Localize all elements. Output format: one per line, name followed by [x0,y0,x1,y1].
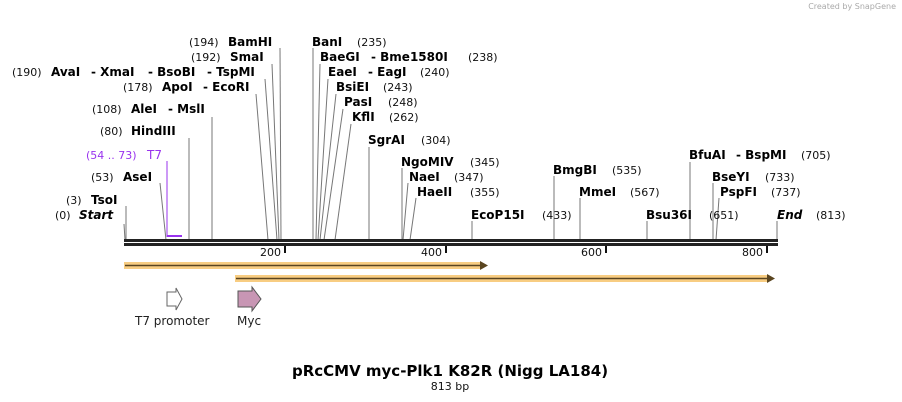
site-position: (304) [421,134,451,147]
end-label: End [777,208,803,222]
cut-lines [123,47,778,241]
site-position: (737) [771,186,801,199]
site-eaei[interactable]: EaeI [328,65,357,79]
site-baegi[interactable]: BaeGI [320,50,360,64]
site-sgrai[interactable]: SgrAI [368,133,405,147]
site-ecori[interactable]: - EcoRI [203,80,249,94]
t7-promoter-label: T7 promoter [134,314,210,328]
t7-promoter-arrow-icon[interactable] [166,287,183,311]
site-smai[interactable]: SmaI [230,50,264,64]
site-position: (248) [388,96,418,109]
start-label: Start [79,208,114,222]
ruler: 200 400 600 800 [260,246,768,259]
site-bsu36i[interactable]: Bsu36I [646,208,692,222]
site-position: (355) [470,186,500,199]
tick-label: 200 [260,246,281,259]
site-asei[interactable]: AseI [123,170,152,184]
primer-t7[interactable]: T7 [146,148,162,162]
site-avai[interactable]: AvaI [51,65,80,79]
site-position: (235) [357,36,387,49]
site-naei[interactable]: NaeI [409,170,440,184]
site-position: (433) [542,209,572,222]
site-position: (262) [389,111,419,124]
enzyme-labels-left: (194) BamHI (192) SmaI (190) AvaI - XmaI… [12,35,272,222]
site-position: (54 .. 73) [86,149,137,162]
myc-label: Myc [237,314,261,328]
tick-label: 400 [421,246,442,259]
site-pasi[interactable]: PasI [344,95,372,109]
site-position: (190) [12,66,42,79]
site-ngomiv[interactable]: NgoMIV [401,155,454,169]
site-bseyi[interactable]: BseYI [712,170,750,184]
site-msli[interactable]: - MslI [168,102,205,116]
site-tsoi[interactable]: TsoI [91,193,117,207]
site-position: (347) [454,171,484,184]
site-position: (733) [765,171,795,184]
tick-label: 800 [742,246,763,259]
site-apoi[interactable]: ApoI [162,80,193,94]
site-kfli[interactable]: KflI [352,110,375,124]
site-pspfi[interactable]: PspFI [720,185,757,199]
orf-arrow-2[interactable] [235,274,775,283]
sequence-backbone [124,239,778,246]
t7-primer-mark[interactable] [166,161,182,237]
orf-arrow-1[interactable] [124,261,488,270]
site-position: (535) [612,164,642,177]
site-tspmi[interactable]: - TspMI [207,65,255,79]
site-position: (705) [801,149,831,162]
site-bsiei[interactable]: BsiEI [336,80,369,94]
site-bfuai[interactable]: BfuAI [689,148,726,162]
site-xmai[interactable]: - XmaI [91,65,134,79]
site-haeii[interactable]: HaeII [417,185,452,199]
site-bamhi[interactable]: BamHI [228,35,272,49]
site-position: (345) [470,156,500,169]
site-position: (240) [420,66,450,79]
site-bspmi[interactable]: - BspMI [736,148,786,162]
site-position: (813) [816,209,846,222]
site-position: (243) [383,81,413,94]
site-position: (53) [91,171,114,184]
site-position: (192) [191,51,221,64]
site-bme1580i[interactable]: - Bme1580I [371,50,448,64]
site-position: (178) [123,81,153,94]
site-position: (0) [55,209,71,222]
site-position: (108) [92,103,122,116]
site-ecop15i[interactable]: EcoP15I [471,208,525,222]
sequence-length: 813 bp [431,380,469,393]
credit: Created by SnapGene [808,2,896,11]
myc-arrow-icon[interactable] [237,285,262,313]
enzyme-labels-right: BanI (235) BaeGI - Bme1580I (238) EaeI -… [312,35,846,222]
site-bani[interactable]: BanI [312,35,342,49]
site-position: (194) [189,36,219,49]
site-position: (651) [709,209,739,222]
site-bmgbi[interactable]: BmgBI [553,163,597,177]
site-mmei[interactable]: MmeI [579,185,616,199]
site-position: (80) [100,125,123,138]
site-bsobi[interactable]: - BsoBI [148,65,195,79]
site-eagi[interactable]: - EagI [368,65,407,79]
map-title: pRcCMV myc-Plk1 K82R (Nigg LA184) [292,362,608,380]
site-position: (3) [66,194,82,207]
tick-label: 600 [581,246,602,259]
site-alei[interactable]: AleI [131,102,157,116]
site-position: (567) [630,186,660,199]
site-hindiii[interactable]: HindIII [131,124,176,138]
site-position: (238) [468,51,498,64]
